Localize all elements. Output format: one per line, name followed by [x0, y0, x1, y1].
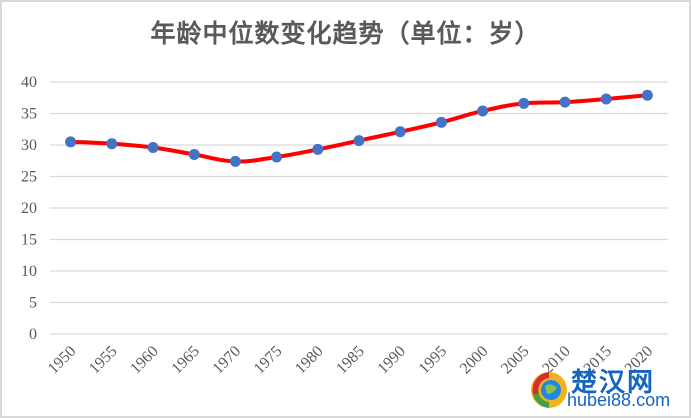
watermark-logo: 楚汉网 hubei88.com: [527, 362, 687, 414]
y-tick-label: 0: [29, 326, 37, 343]
x-tick-label: 1960: [127, 343, 162, 378]
data-point-marker: [641, 89, 653, 101]
series-markers: [65, 89, 653, 167]
x-tick-label: 1950: [45, 343, 80, 378]
data-point-marker: [600, 93, 612, 105]
y-tick-label: 30: [21, 137, 37, 154]
y-axis-ticks: 0 5 10 15 20 25 30 35 40: [21, 74, 37, 343]
y-tick-label: 25: [21, 169, 37, 186]
x-tick-label: 1965: [168, 343, 203, 378]
data-point-marker: [106, 138, 118, 150]
data-point-marker: [65, 136, 77, 148]
y-tick-label: 10: [21, 263, 37, 280]
x-tick-label: 1990: [374, 343, 409, 378]
data-point-marker: [394, 126, 406, 138]
watermark-cn-text: 楚汉网: [571, 368, 656, 398]
data-point-marker: [518, 97, 530, 109]
gridlines: [50, 81, 668, 335]
y-tick-label: 40: [21, 74, 37, 91]
data-point-marker: [229, 155, 241, 167]
x-tick-label: 2000: [457, 343, 492, 378]
data-point-marker: [477, 105, 489, 117]
data-point-marker: [353, 135, 365, 147]
x-tick-label: 1970: [210, 343, 245, 378]
chart-title: 年龄中位数变化趋势（单位：岁）: [150, 19, 541, 48]
y-tick-label: 15: [21, 232, 37, 249]
y-tick-label: 5: [29, 295, 37, 312]
y-tick-label: 35: [21, 106, 37, 123]
x-tick-label: 1975: [251, 343, 286, 378]
x-tick-label: 1980: [292, 343, 327, 378]
data-point-marker: [147, 142, 159, 154]
data-point-marker: [435, 116, 447, 128]
x-tick-label: 1985: [333, 343, 368, 378]
x-tick-label: 1995: [416, 343, 451, 378]
data-point-marker: [188, 148, 200, 160]
watermark-en-text: hubei88.com: [567, 390, 671, 410]
x-tick-label: 1955: [86, 343, 121, 378]
globe-logo-icon: [531, 372, 567, 408]
data-point-marker: [312, 143, 324, 155]
data-point-marker: [559, 96, 571, 108]
data-point-marker: [271, 151, 283, 163]
y-tick-label: 20: [21, 200, 37, 217]
